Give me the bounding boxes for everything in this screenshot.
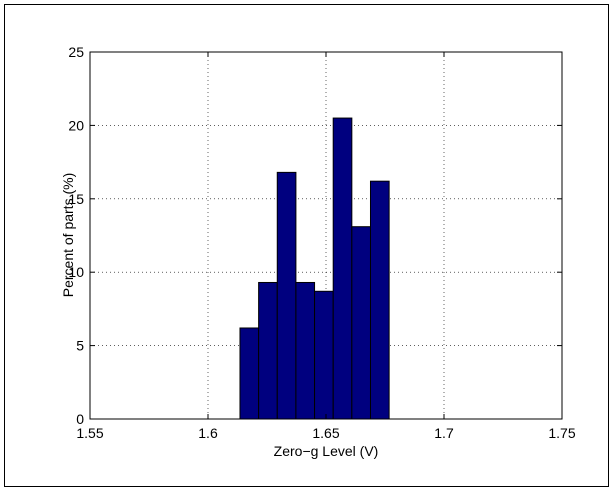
y-axis-label: Percent of parts (%) bbox=[60, 173, 76, 298]
x-axis-label: Zero−g Level (V) bbox=[274, 443, 379, 459]
x-tick-label: 1.7 bbox=[434, 425, 454, 441]
histogram-bar bbox=[315, 291, 334, 419]
histogram-bar bbox=[277, 172, 296, 419]
y-tick-label: 20 bbox=[68, 117, 84, 133]
histogram-bar bbox=[370, 181, 389, 419]
histogram-bar bbox=[259, 282, 278, 419]
histogram-bar bbox=[333, 118, 352, 419]
histogram-bar bbox=[240, 328, 259, 419]
y-tick-label: 0 bbox=[76, 411, 84, 427]
histogram-bars bbox=[240, 118, 389, 419]
x-tick-label: 1.65 bbox=[312, 425, 339, 441]
y-tick-label: 5 bbox=[76, 338, 84, 354]
histogram-bar bbox=[296, 282, 315, 419]
x-tick-labels: 1.55 1.6 1.65 1.7 1.75 bbox=[76, 425, 575, 441]
y-tick-label: 25 bbox=[68, 44, 84, 60]
x-tick-label: 1.75 bbox=[548, 425, 575, 441]
histogram-bar bbox=[352, 227, 371, 419]
x-tick-label: 1.55 bbox=[76, 425, 103, 441]
x-tick-label: 1.6 bbox=[198, 425, 218, 441]
